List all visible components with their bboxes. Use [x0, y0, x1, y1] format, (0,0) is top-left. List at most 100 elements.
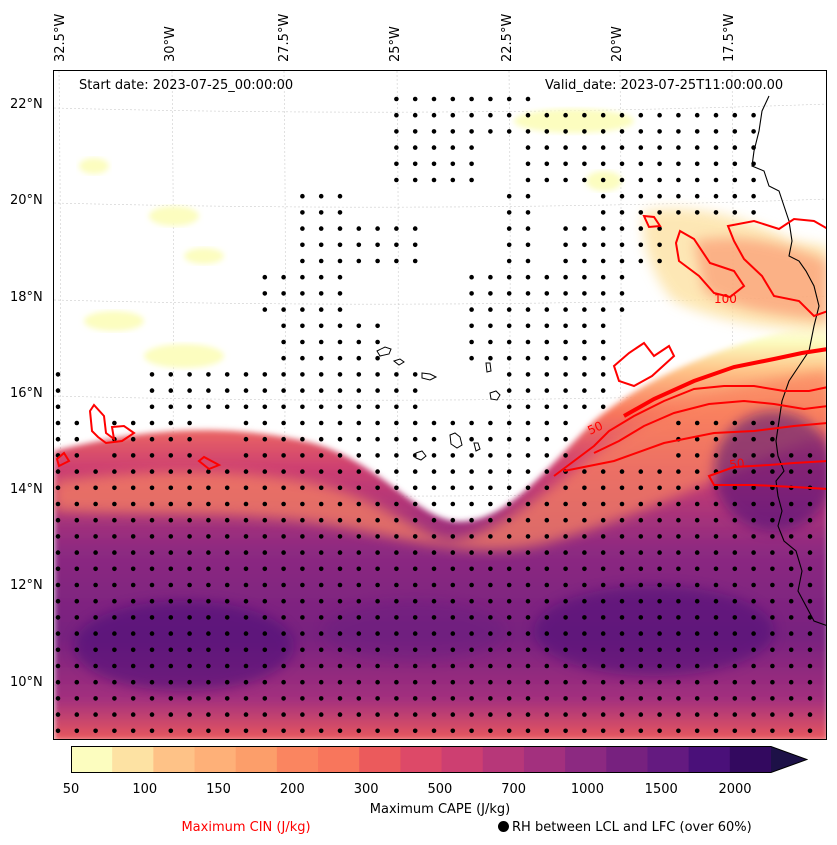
rh-dot: [300, 728, 305, 734]
rh-dot: [431, 598, 437, 604]
rh-dot: [657, 566, 662, 572]
rh-dot: [751, 436, 756, 442]
rh-dot: [657, 129, 662, 134]
rh-dot: [582, 323, 587, 329]
rh-dot: [187, 663, 192, 669]
rh-dot: [318, 323, 324, 329]
lon-label: 32.5°W: [53, 13, 68, 62]
rh-dot: [262, 647, 268, 653]
rh-dot: [224, 566, 230, 572]
rh-dot: [751, 517, 756, 523]
cape-verde-islands: [376, 346, 501, 461]
rh-dot: [544, 129, 550, 134]
rh-dot: [488, 323, 493, 329]
rh-dot: [149, 420, 155, 426]
rh-dot: [619, 679, 625, 685]
rh-dot: [93, 712, 98, 717]
rh-dot: [412, 712, 418, 717]
colorbar-tick-label: 100: [132, 782, 158, 797]
rh-dot: [431, 615, 437, 620]
rh-dot: [412, 145, 418, 150]
rh-dot: [356, 679, 362, 685]
rh-dot: [600, 274, 606, 280]
rh-dot: [488, 291, 493, 296]
rh-dot: [224, 404, 230, 410]
rh-dot: [563, 485, 568, 491]
rh-dot: [544, 631, 550, 636]
rh-dot: [337, 193, 343, 199]
rh-dot: [412, 485, 418, 491]
map-panel[interactable]: 50 100 50: [53, 70, 827, 740]
rh-dot: [732, 501, 738, 507]
rh-dot: [187, 631, 192, 636]
rh-dot: [732, 696, 738, 701]
rh-dot: [488, 517, 493, 523]
map-canvas[interactable]: 50 100 50: [54, 71, 827, 740]
rh-dot: [262, 582, 268, 588]
rh-dot: [243, 647, 249, 653]
rh-dot: [751, 550, 756, 555]
rh-dot: [770, 728, 775, 734]
rh-dot: [375, 258, 380, 264]
rh-dot: [751, 598, 756, 604]
rh-dot: [74, 663, 80, 669]
rh-dot: [563, 679, 568, 685]
rh-dot: [525, 501, 531, 507]
rh-dot: [506, 453, 512, 458]
rh-dot: [488, 485, 493, 491]
rh-dot: [375, 696, 380, 701]
rh-dot: [337, 226, 343, 231]
rh-dot: [337, 631, 343, 636]
rh-dot: [412, 258, 418, 264]
rh-dot: [713, 501, 719, 507]
rh-dot: [300, 226, 305, 231]
rh-legend: RH between LCL and LFC (over 60%): [498, 820, 752, 835]
rh-dot: [506, 372, 512, 377]
rh-dot: [544, 372, 550, 377]
rh-dot: [638, 598, 644, 604]
rh-dot: [600, 679, 606, 685]
rh-dot: [525, 145, 531, 150]
colorbar-swatch: [441, 746, 484, 773]
rh-dot: [469, 291, 474, 296]
rh-dot: [732, 728, 738, 734]
rh-dot: [563, 517, 568, 523]
colorbar-extend-arrow: [771, 746, 807, 773]
rh-dot: [638, 663, 644, 669]
rh-dot: [788, 453, 794, 458]
rh-dot: [544, 469, 550, 474]
rh-dot: [619, 274, 625, 280]
rh-dot: [262, 291, 268, 296]
rh-dot: [525, 193, 531, 199]
rh-dot: [318, 615, 324, 620]
rh-dot: [544, 696, 550, 701]
rh-dot: [168, 404, 174, 410]
rh-dot: [694, 582, 700, 588]
rh-dot: [619, 145, 625, 150]
rh-dot: [732, 582, 738, 588]
colorbar-swatch: [276, 746, 319, 773]
rh-dot: [525, 258, 531, 264]
rh-dot: [281, 501, 286, 507]
rh-dot: [168, 517, 174, 523]
rh-dot: [619, 242, 625, 248]
rh-dot: [770, 550, 775, 555]
rh-dot: [74, 679, 80, 685]
rh-dot: [375, 485, 380, 491]
rh-dot: [412, 582, 418, 588]
rh-dot: [93, 615, 98, 620]
rh-dot: [582, 534, 587, 539]
rh-dot: [74, 566, 80, 572]
rh-dot: [224, 517, 230, 523]
rh-dot: [770, 534, 775, 539]
colorbar-swatch: [112, 746, 154, 773]
rh-dot: [450, 598, 456, 604]
rh-dot: [469, 436, 474, 442]
rh-dot: [300, 453, 305, 458]
rh-dot: [337, 696, 343, 701]
rh-dot: [732, 550, 738, 555]
rh-dot: [337, 679, 343, 685]
rh-dot: [770, 679, 775, 685]
rh-dot: [770, 420, 775, 426]
rh-dot: [676, 517, 681, 523]
